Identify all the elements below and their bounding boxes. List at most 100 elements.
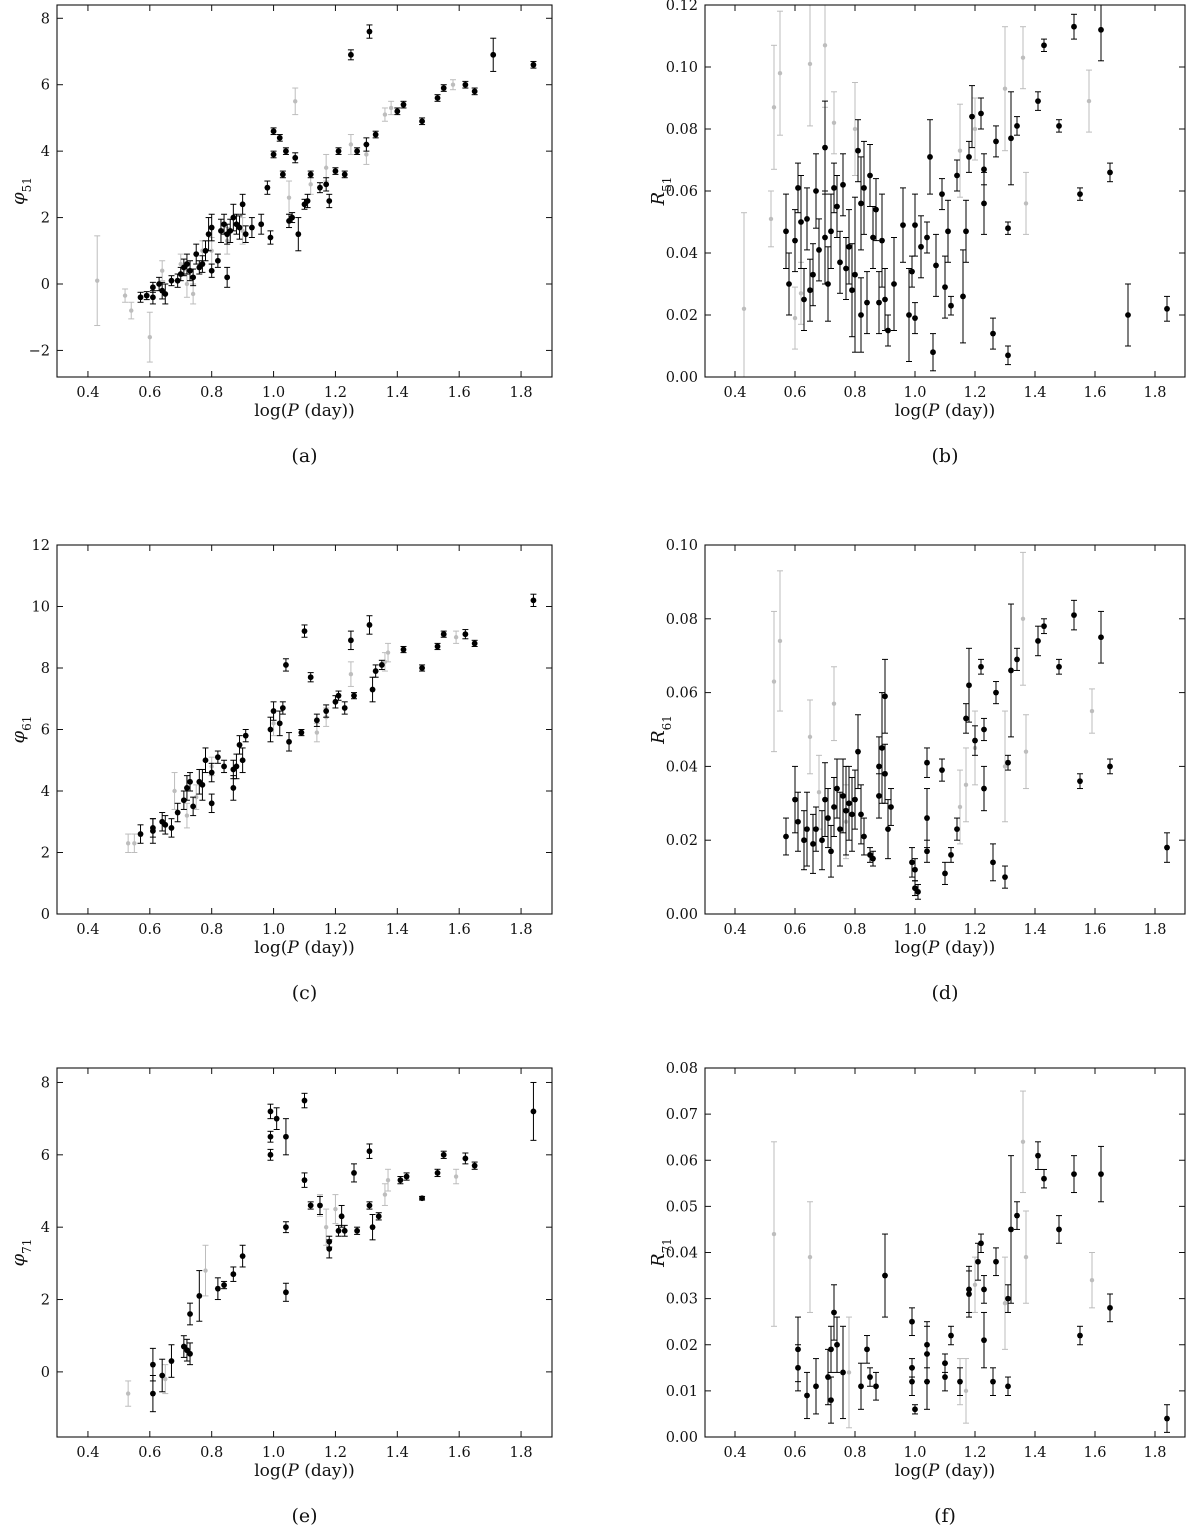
primary-data-point [351, 692, 357, 699]
secondary-data-point [129, 308, 134, 313]
primary-data-point [828, 1397, 834, 1403]
primary-data-point [813, 826, 819, 833]
primary-data-point [939, 767, 945, 773]
primary-data-point [858, 811, 864, 818]
primary-data-point [813, 188, 819, 194]
data-layer [771, 551, 1170, 900]
secondary-data-point [963, 1388, 969, 1394]
primary-data-point [434, 643, 441, 650]
primary-data-point [798, 219, 804, 225]
data-layer [125, 1081, 537, 1413]
primary-data-point [205, 231, 212, 238]
primary-data-point [317, 1202, 323, 1209]
primary-data-point [283, 1224, 289, 1231]
primary-data-point [972, 737, 978, 744]
x-tick-label: 1.2 [324, 922, 347, 938]
y-tick-label: −2 [29, 343, 50, 359]
primary-data-point [810, 271, 816, 278]
secondary-data-point [314, 730, 320, 735]
y-tick-label: 0.00 [666, 370, 698, 386]
x-tick-label: 1.6 [1083, 922, 1106, 938]
primary-data-point [843, 807, 849, 814]
primary-data-point [403, 1173, 410, 1180]
primary-data-point [819, 837, 825, 844]
primary-data-point [876, 299, 882, 306]
primary-data-point [945, 228, 951, 235]
primary-data-point [828, 228, 834, 235]
primary-data-point [270, 708, 277, 714]
primary-data-point [1164, 844, 1170, 851]
primary-data-point [834, 785, 840, 792]
secondary-data-point [1020, 1139, 1026, 1145]
primary-data-point [843, 265, 849, 272]
panel-label: (d) [932, 982, 959, 1004]
primary-data-point [1125, 312, 1131, 318]
data-layer [771, 1090, 1170, 1433]
primary-data-point [258, 221, 265, 228]
primary-data-point [462, 81, 469, 88]
y-tick-label: 0.07 [666, 1107, 698, 1123]
primary-data-point [270, 151, 277, 158]
primary-data-point [981, 785, 987, 792]
primary-data-point [978, 663, 984, 670]
primary-data-point [786, 281, 792, 287]
primary-data-point [924, 759, 930, 766]
primary-data-point [831, 1309, 837, 1316]
y-axis-label: R61 [648, 715, 674, 745]
primary-data-point [462, 1155, 469, 1162]
primary-data-point [801, 837, 807, 844]
secondary-data-point [293, 99, 298, 104]
secondary-data-point [777, 71, 783, 76]
secondary-data-point [768, 216, 774, 222]
data-layer [94, 24, 537, 363]
primary-data-point [948, 852, 954, 858]
primary-data-point [1056, 663, 1062, 670]
primary-data-point [906, 312, 912, 318]
primary-data-point [372, 131, 379, 138]
x-tick-label: 0.8 [843, 1445, 866, 1461]
primary-data-point [335, 1227, 342, 1234]
primary-data-point [912, 1406, 918, 1413]
secondary-data-point [178, 261, 183, 267]
primary-data-point [954, 826, 960, 833]
secondary-data-point [190, 291, 196, 297]
primary-data-point [190, 803, 197, 810]
x-tick-label: 0.4 [76, 1445, 99, 1461]
y-tick-label: 0.00 [666, 1430, 698, 1446]
primary-data-point [419, 118, 425, 125]
primary-data-point [335, 148, 342, 155]
primary-data-point [187, 1350, 193, 1357]
primary-data-point [283, 662, 289, 668]
x-tick-label: 1.8 [510, 1445, 533, 1461]
y-tick-label: 0.01 [666, 1384, 698, 1400]
secondary-data-point [163, 1376, 168, 1382]
primary-data-point [317, 184, 323, 191]
primary-data-point [150, 1390, 156, 1397]
primary-data-point [888, 804, 894, 810]
primary-data-point [372, 668, 379, 674]
primary-data-point [840, 793, 846, 799]
primary-data-point [1107, 763, 1113, 770]
primary-data-point [1107, 169, 1113, 176]
primary-data-point [214, 257, 221, 264]
secondary-data-point [147, 334, 153, 340]
primary-data-point [1014, 123, 1020, 129]
primary-data-point [828, 1346, 834, 1353]
chart-panel-d: 0.4 0.6 0.8 1.0 1.2 1.4 1.6 1.8 0.00 0.02 0.04 0.06… [648, 538, 1186, 1004]
primary-data-point [366, 1202, 373, 1209]
primary-data-point [801, 296, 807, 303]
primary-data-point [1005, 1295, 1011, 1302]
primary-data-point [834, 1341, 840, 1348]
primary-data-point [208, 224, 215, 231]
secondary-data-point [798, 291, 804, 296]
primary-data-point [909, 268, 915, 275]
primary-data-point [912, 866, 918, 873]
secondary-data-point [1023, 1254, 1029, 1260]
primary-data-point [969, 113, 975, 120]
primary-data-point [1008, 667, 1014, 674]
primary-data-point [792, 237, 798, 244]
x-tick-label: 0.4 [723, 385, 746, 401]
primary-data-point [273, 1115, 280, 1122]
primary-data-point [400, 101, 407, 108]
